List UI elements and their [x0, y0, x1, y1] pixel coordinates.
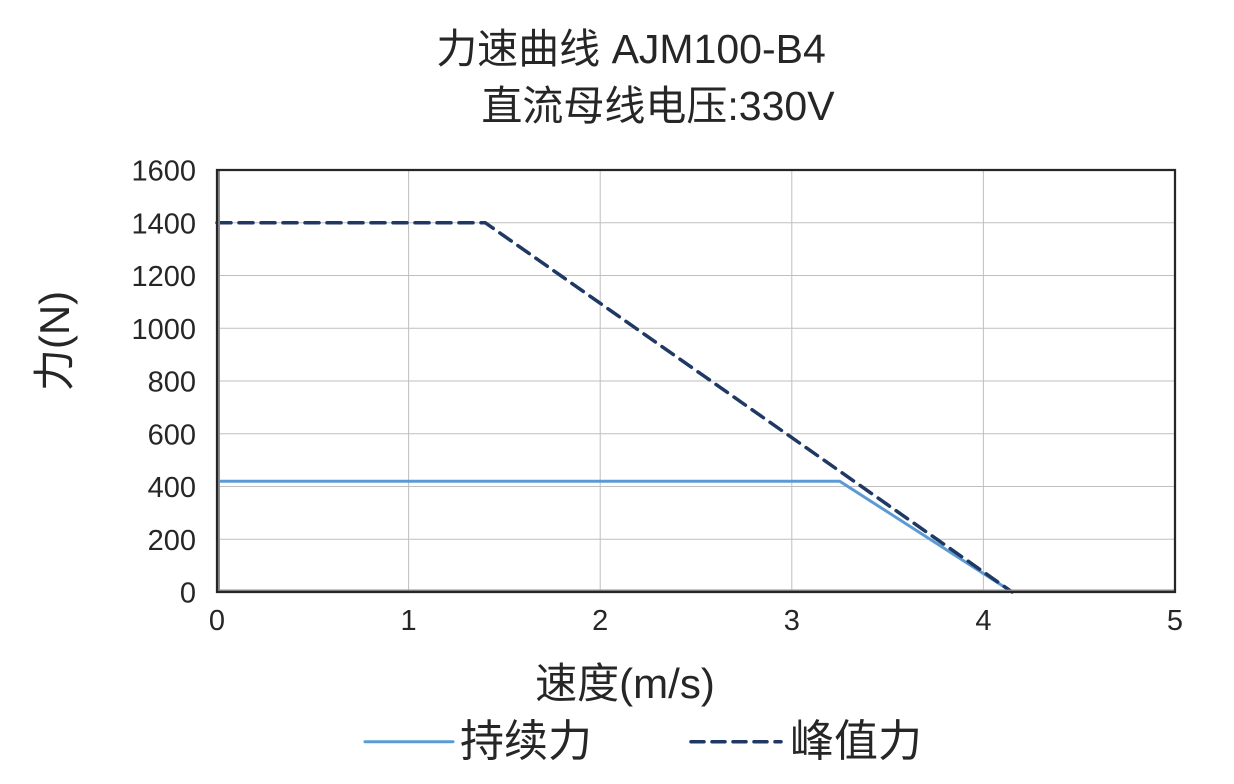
svg-text:5: 5 [1167, 605, 1183, 637]
svg-text:3: 3 [784, 605, 800, 637]
svg-text:持续力: 持续力 [460, 717, 592, 766]
svg-text:2: 2 [592, 605, 608, 637]
svg-text:1400: 1400 [131, 208, 196, 240]
svg-text:力(N): 力(N) [31, 291, 78, 391]
svg-text:800: 800 [148, 367, 196, 399]
svg-text:0: 0 [209, 605, 225, 637]
svg-text:峰值力: 峰值力 [790, 717, 922, 766]
svg-text:速度(m/s): 速度(m/s) [535, 660, 715, 707]
svg-text:1200: 1200 [131, 261, 196, 293]
svg-text:直流母线电压:330V: 直流母线电压:330V [481, 83, 835, 129]
svg-text:1600: 1600 [131, 156, 196, 188]
svg-text:力速曲线 AJM100-B4: 力速曲线 AJM100-B4 [436, 26, 826, 72]
svg-text:4: 4 [975, 605, 991, 637]
svg-text:0: 0 [180, 578, 196, 610]
svg-text:600: 600 [148, 419, 196, 451]
svg-text:200: 200 [148, 525, 196, 557]
svg-text:1000: 1000 [131, 314, 196, 346]
svg-text:400: 400 [148, 472, 196, 504]
svg-text:1: 1 [401, 605, 417, 637]
